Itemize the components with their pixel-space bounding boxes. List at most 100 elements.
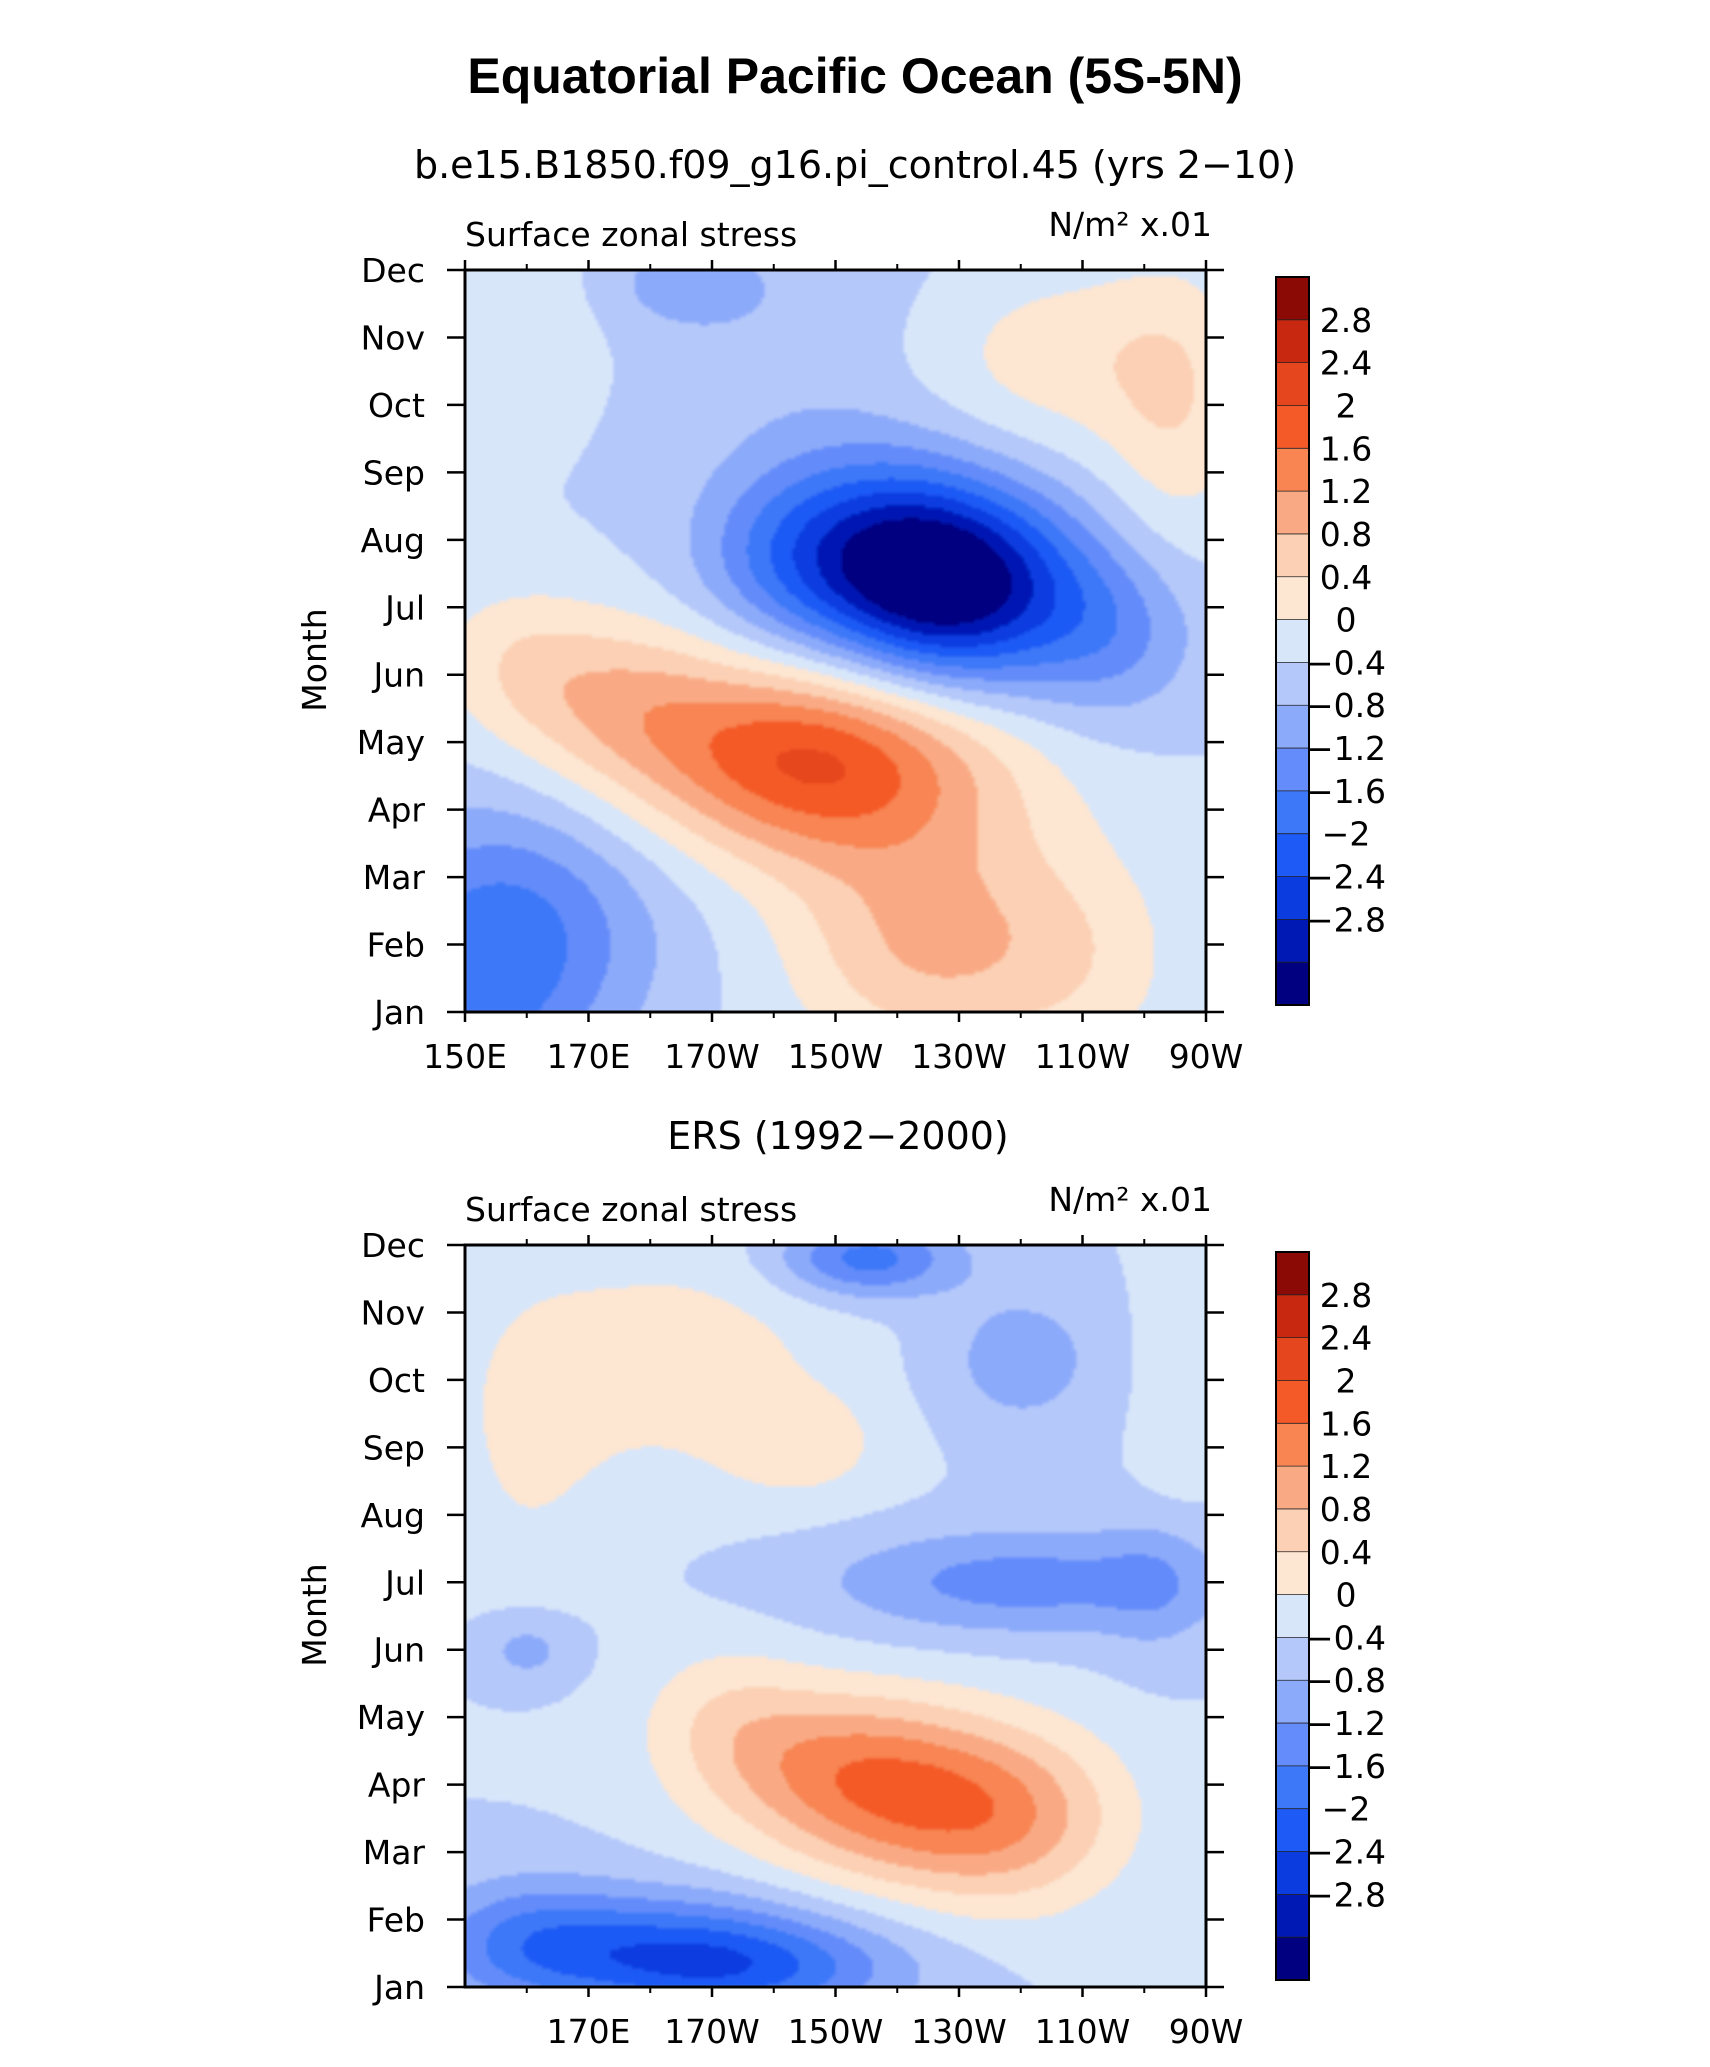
panel-observed-x-tick-label: 170W [664,2012,760,2051]
panel-model-x-axis: 150E 170E 170W 150W 130W 110W 90W [423,260,1243,1076]
panel-observed-colorbar-bin [1276,1252,1309,1296]
panel-model-colorbar-bin [1276,833,1309,878]
panel-observed-colorbar-bin [1276,1680,1309,1724]
panel-model-colorbar-bin [1276,319,1309,364]
panel-model-y-tick-label: May [357,723,425,762]
panel-model-colorbar-bin [1276,748,1309,792]
panel-observed-x-axis: 170E 170W 150W 130W 110W 90W [525,1235,1243,2051]
panel-model-colorbar-label: 2 [1336,386,1357,425]
panel-model-field [465,270,1206,1012]
panel-observed-colorbar-label: −2.4 [1306,1833,1386,1872]
panel-observed-colorbar-bin [1276,1894,1309,1938]
panel-observed-y-tick-label: Feb [367,1901,425,1940]
panel-model-colorbar-bin [1276,619,1309,663]
panel-observed-colorbar-bin [1276,1423,1309,1467]
panel-model-colorbar-label: −0.4 [1306,643,1386,682]
panel-observed-colorbar-bin [1276,1765,1309,1810]
panel-observed-x-tick-label: 170E [547,2012,631,2051]
panel-observed-colorbar-label: −2 [1322,1790,1371,1829]
panel-observed-y-tick-label: Jun [371,1631,425,1670]
panel-model-colorbar-label: 1.6 [1320,429,1372,468]
panel-observed-y-tick-label: Dec [361,1226,425,1265]
panel-observed-colorbar-bin [1276,1380,1309,1424]
panel-model: b.e15.B1850.f09_g16.pi_control.45 (yrs 2… [295,143,1386,1076]
panel-observed-y-axis-label: Month [295,1563,334,1666]
panel-model-colorbar-label: 0.4 [1320,558,1372,597]
panel-observed-colorbar-label: −0.8 [1306,1661,1386,1700]
panel-observed-colorbar-label: 2.4 [1320,1319,1372,1358]
panel-observed-y-tick-label: Apr [368,1766,426,1805]
panel-observed-colorbar-bin [1276,1851,1309,1895]
panel-model-colorbar-label: −0.8 [1306,686,1386,725]
panel-model-x-tick-label: 170W [664,1037,760,1076]
panel-observed-units-label: N/m² x.01 [1048,1180,1212,1219]
panel-observed-colorbar-label: 1.2 [1320,1447,1372,1486]
panel-model-y-tick-label: Dec [361,251,425,290]
panel-observed-y-tick-label: Oct [368,1361,425,1400]
panel-model-colorbar-bin [1276,448,1309,492]
panel-model-y-axis-label: Month [295,608,334,711]
panel-observed-y-tick-label: May [357,1698,425,1737]
panel-observed-colorbar-bin [1276,1723,1309,1767]
figure-title: Equatorial Pacific Ocean (5S-5N) [467,48,1242,104]
panel-model-colorbar-bin [1276,491,1309,535]
panel-model-colorbar-bin [1276,790,1309,835]
panel-model-colorbar-bin [1276,919,1309,963]
panel-observed-colorbar-bin [1276,1808,1309,1853]
panel-model-colorbar-label: 1.2 [1320,472,1372,511]
panel-model-y-tick-label: Jul [383,588,425,627]
panel-model-x-tick-label: 90W [1169,1037,1244,1076]
panel-observed-colorbar-frame [1275,1251,1310,1981]
panel-observed-colorbar-bin [1276,1551,1309,1596]
panel-observed-y-axis: Jan Feb Mar Apr May Jun Jul Aug Sep Oct Nov Dec [357,1226,1224,2007]
panel-observed-colorbar-bin [1276,1508,1309,1553]
panel-model-y-tick-label: Jun [371,656,425,695]
panel-observed-colorbar-bin [1276,1294,1309,1339]
panel-model-x-tick-label: 150W [788,1037,884,1076]
panel-model-y-tick-label: Mar [363,858,426,897]
panel-model-colorbar-label: −1.2 [1306,729,1386,768]
panel-model-colorbar-bin [1276,362,1309,406]
panel-model-y-tick-label: Apr [368,791,426,830]
panel-model-colorbar-label: −1.6 [1306,772,1386,811]
panel-model-colorbar-label: 2.4 [1320,344,1372,383]
panel-model-colorbar: 2.8 2.42 1.6 1.2 0.8 0.4 0−0.4 −0.8 −1.2 −1.6 −2 −2… [1275,276,1386,1006]
panel-observed-heatmap [465,1245,1206,1987]
panel-model-colorbar-bin [1276,576,1309,621]
panel-model-heatmap [465,270,1206,1012]
panel-observed-y-tick-label: Sep [363,1428,425,1467]
panel-observed-variable-label: Surface zonal stress [465,1190,797,1229]
panel-model-colorbar-bin [1276,962,1309,1006]
panel-model-colorbar-label: 2.8 [1320,301,1372,340]
panel-observed-colorbar-label: 0.8 [1320,1490,1372,1529]
panel-observed-colorbar-label: −0.4 [1306,1618,1386,1657]
panel-observed-x-tick-label: 150W [788,2012,884,2051]
panel-model-colorbar-bin [1276,876,1309,920]
panel-observed-y-tick-label: Nov [361,1293,425,1332]
panel-model-units-label: N/m² x.01 [1048,205,1212,244]
panel-observed-colorbar: 2.8 2.42 1.6 1.2 0.8 0.4 0−0.4 −0.8 −1.2 −1.6 −2 −2… [1275,1251,1386,1981]
panel-observed-y-tick-label: Aug [361,1496,425,1535]
panel-model-colorbar-bin [1276,405,1309,449]
panel-observed-colorbar-label: 0.4 [1320,1533,1372,1572]
panel-observed-colorbar-bin [1276,1637,1309,1681]
panel-model-y-tick-label: Aug [361,521,425,560]
panel-observed-colorbar-label: −2.8 [1306,1875,1386,1914]
panel-model-x-tick-label: 150E [423,1037,507,1076]
panel-model-colorbar-label: −2.4 [1306,858,1386,897]
panel-model-colorbar-bin [1276,705,1309,749]
panel-model-x-tick-label: 170E [547,1037,631,1076]
panel-model-y-tick-label: Nov [361,318,425,357]
panel-observed-colorbar-label: 2 [1336,1361,1357,1400]
panel-observed-colorbar-bin [1276,1937,1309,1981]
panel-observed-y-tick-label: Jan [372,1968,425,2007]
panel-observed-colorbar-label: 1.6 [1320,1404,1372,1443]
panel-model-x-tick-label: 110W [1035,1037,1131,1076]
panel-model-y-axis: Jan Feb Mar Apr May Jun Jul Aug Sep Oct Nov Dec [357,251,1224,1032]
panel-observed-y-tick-label: Jul [383,1563,425,1602]
panel-model-y-tick-label: Oct [368,386,425,425]
panel-model-y-tick-label: Feb [367,926,425,965]
panel-model-subtitle: b.e15.B1850.f09_g16.pi_control.45 (yrs 2… [414,143,1296,187]
panel-model-x-tick-label: 130W [911,1037,1007,1076]
